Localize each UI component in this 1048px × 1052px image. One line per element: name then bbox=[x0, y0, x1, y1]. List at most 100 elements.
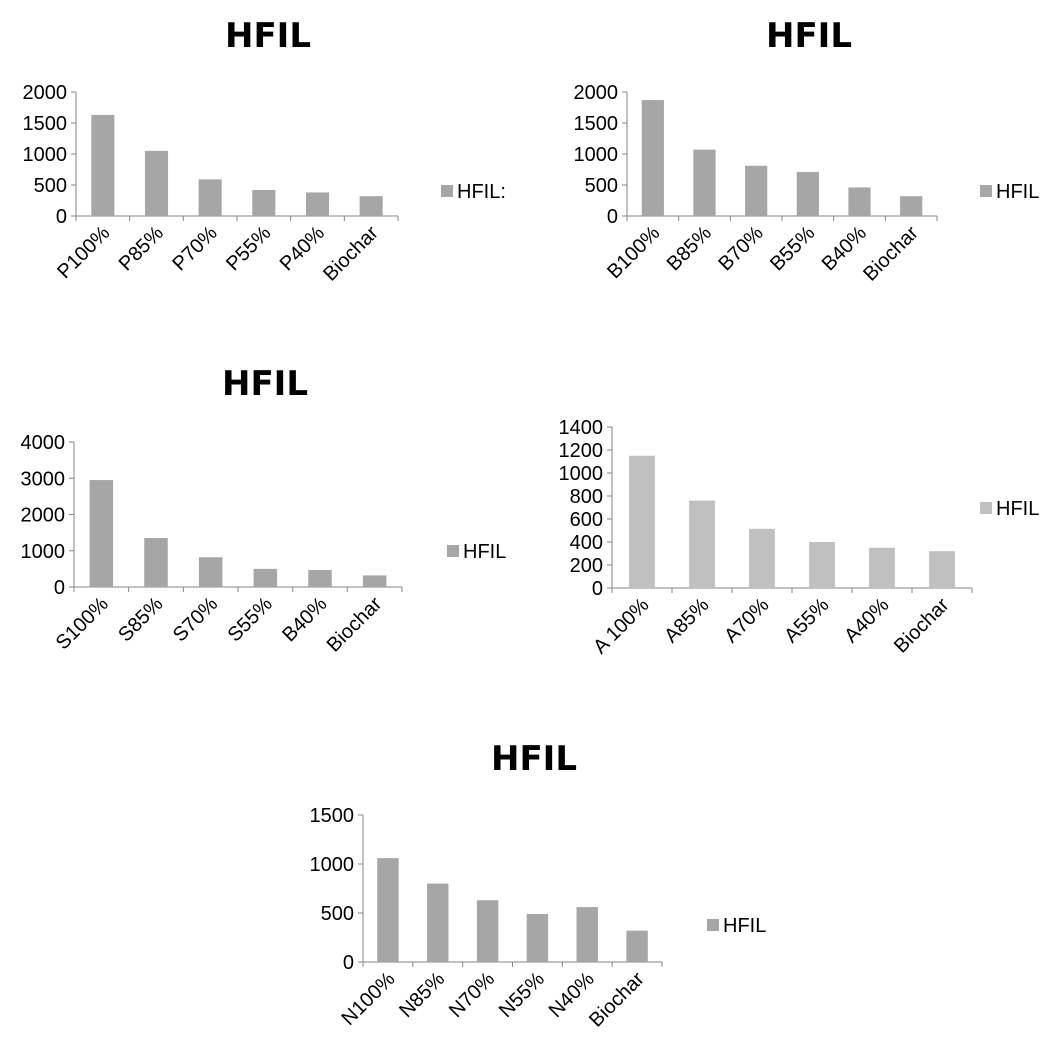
bar bbox=[693, 149, 716, 216]
x-category-label: N85% bbox=[395, 968, 449, 1022]
y-tick-label: 4000 bbox=[21, 432, 66, 454]
y-tick-label: 3000 bbox=[21, 468, 66, 490]
x-category-label: Biochar bbox=[859, 222, 923, 286]
chart-title: HFIL bbox=[491, 739, 577, 779]
bar bbox=[900, 196, 923, 216]
y-tick-label: 2000 bbox=[21, 505, 66, 527]
x-category-label: B55% bbox=[766, 222, 819, 275]
x-category-label: Biochar bbox=[890, 594, 954, 658]
x-category-label: Biochar bbox=[319, 222, 383, 286]
bar bbox=[253, 568, 278, 587]
legend-label: HFIL bbox=[996, 498, 1039, 520]
y-tick-label: 0 bbox=[607, 206, 618, 228]
y-tick-label: 800 bbox=[570, 486, 603, 508]
y-tick-label: 1000 bbox=[310, 854, 355, 876]
y-tick-label: 1500 bbox=[23, 113, 68, 135]
x-category-label: N100% bbox=[338, 968, 400, 1030]
x-category-label: A85% bbox=[660, 594, 713, 647]
legend-label: HFIL: bbox=[457, 181, 506, 203]
bar bbox=[144, 150, 169, 216]
x-category-label: P55% bbox=[222, 222, 275, 275]
y-tick-label: 0 bbox=[592, 578, 603, 600]
x-category-label: B70% bbox=[714, 222, 767, 275]
y-tick-label: 1500 bbox=[310, 805, 355, 827]
y-tick-label: 2000 bbox=[23, 82, 68, 104]
y-tick-label: 0 bbox=[54, 577, 65, 599]
y-tick-label: 0 bbox=[343, 952, 354, 974]
bar bbox=[91, 114, 115, 216]
x-category-label: S85% bbox=[114, 593, 167, 646]
legend-swatch bbox=[980, 185, 992, 197]
x-category-label: N70% bbox=[445, 968, 499, 1022]
x-category-label: A40% bbox=[840, 594, 893, 647]
legend-label: HFIL bbox=[463, 541, 506, 563]
bar bbox=[796, 171, 819, 216]
y-tick-label: 1000 bbox=[23, 144, 68, 166]
bar bbox=[305, 192, 330, 216]
bar bbox=[359, 196, 383, 216]
y-tick-label: 200 bbox=[570, 555, 603, 577]
x-category-label: P85% bbox=[115, 222, 168, 275]
y-tick-label: 1500 bbox=[574, 113, 619, 135]
bar bbox=[809, 542, 835, 588]
bar bbox=[427, 883, 449, 962]
legend-swatch bbox=[707, 919, 719, 931]
bar bbox=[629, 455, 655, 588]
y-tick-label: 2000 bbox=[574, 82, 619, 104]
bar bbox=[476, 900, 499, 962]
y-tick-label: 500 bbox=[321, 903, 354, 925]
bar bbox=[641, 100, 664, 216]
legend-label: HFIL bbox=[996, 181, 1039, 203]
legend-swatch bbox=[441, 185, 453, 197]
chart-panel-3: HFIL 0 1000 2000 3000 4000 S100% S85% S70% S55% B4… bbox=[21, 364, 507, 656]
x-category-label: S100% bbox=[52, 593, 113, 654]
x-category-label: P70% bbox=[168, 222, 221, 275]
y-tick-label: 1000 bbox=[574, 144, 619, 166]
bar bbox=[89, 480, 114, 587]
x-category-label: B40% bbox=[278, 593, 331, 646]
y-tick-label: 500 bbox=[585, 175, 618, 197]
bar bbox=[869, 547, 895, 588]
bar bbox=[252, 189, 276, 216]
bar bbox=[377, 858, 399, 962]
x-category-label: S70% bbox=[169, 593, 222, 646]
bar bbox=[198, 179, 222, 216]
bar bbox=[626, 930, 648, 962]
y-tick-label: 1200 bbox=[559, 440, 604, 462]
y-tick-label: 400 bbox=[570, 532, 603, 554]
bar bbox=[198, 557, 223, 587]
bar bbox=[745, 165, 768, 216]
x-category-label: P100% bbox=[53, 222, 114, 283]
x-category-label: A 100% bbox=[589, 594, 653, 658]
y-tick-label: 1000 bbox=[559, 463, 604, 485]
chart-title: HFIL bbox=[766, 16, 852, 56]
x-category-label: A55% bbox=[780, 594, 833, 647]
chart-title: HFIL bbox=[225, 16, 311, 56]
x-category-label: B85% bbox=[663, 222, 716, 275]
bar bbox=[144, 538, 168, 587]
y-tick-label: 600 bbox=[570, 509, 603, 531]
x-category-label: N55% bbox=[495, 968, 549, 1022]
chart-panel-2: HFIL0500100015002000B100%B85%B70%B55%B40… bbox=[574, 16, 1040, 285]
y-tick-label: 1000 bbox=[21, 541, 66, 563]
legend-label: HFIL bbox=[723, 915, 766, 937]
bar bbox=[576, 907, 598, 962]
bar bbox=[929, 551, 955, 588]
x-category-label: Biochar bbox=[585, 968, 649, 1032]
bar bbox=[526, 913, 549, 962]
x-category-label: S55% bbox=[224, 593, 277, 646]
bar bbox=[848, 187, 871, 216]
bar bbox=[308, 569, 332, 587]
bar bbox=[362, 575, 387, 587]
y-tick-label: 1400 bbox=[559, 417, 604, 439]
x-category-label: B100% bbox=[603, 222, 664, 283]
y-tick-label: 500 bbox=[34, 175, 67, 197]
chart-panel-5: HFIL050010001500N100%N85%N70%N55%N40%Bio… bbox=[310, 739, 767, 1031]
legend-swatch bbox=[447, 545, 459, 557]
x-category-label: Biochar bbox=[323, 593, 387, 657]
bar bbox=[689, 500, 715, 588]
bar bbox=[749, 528, 775, 588]
